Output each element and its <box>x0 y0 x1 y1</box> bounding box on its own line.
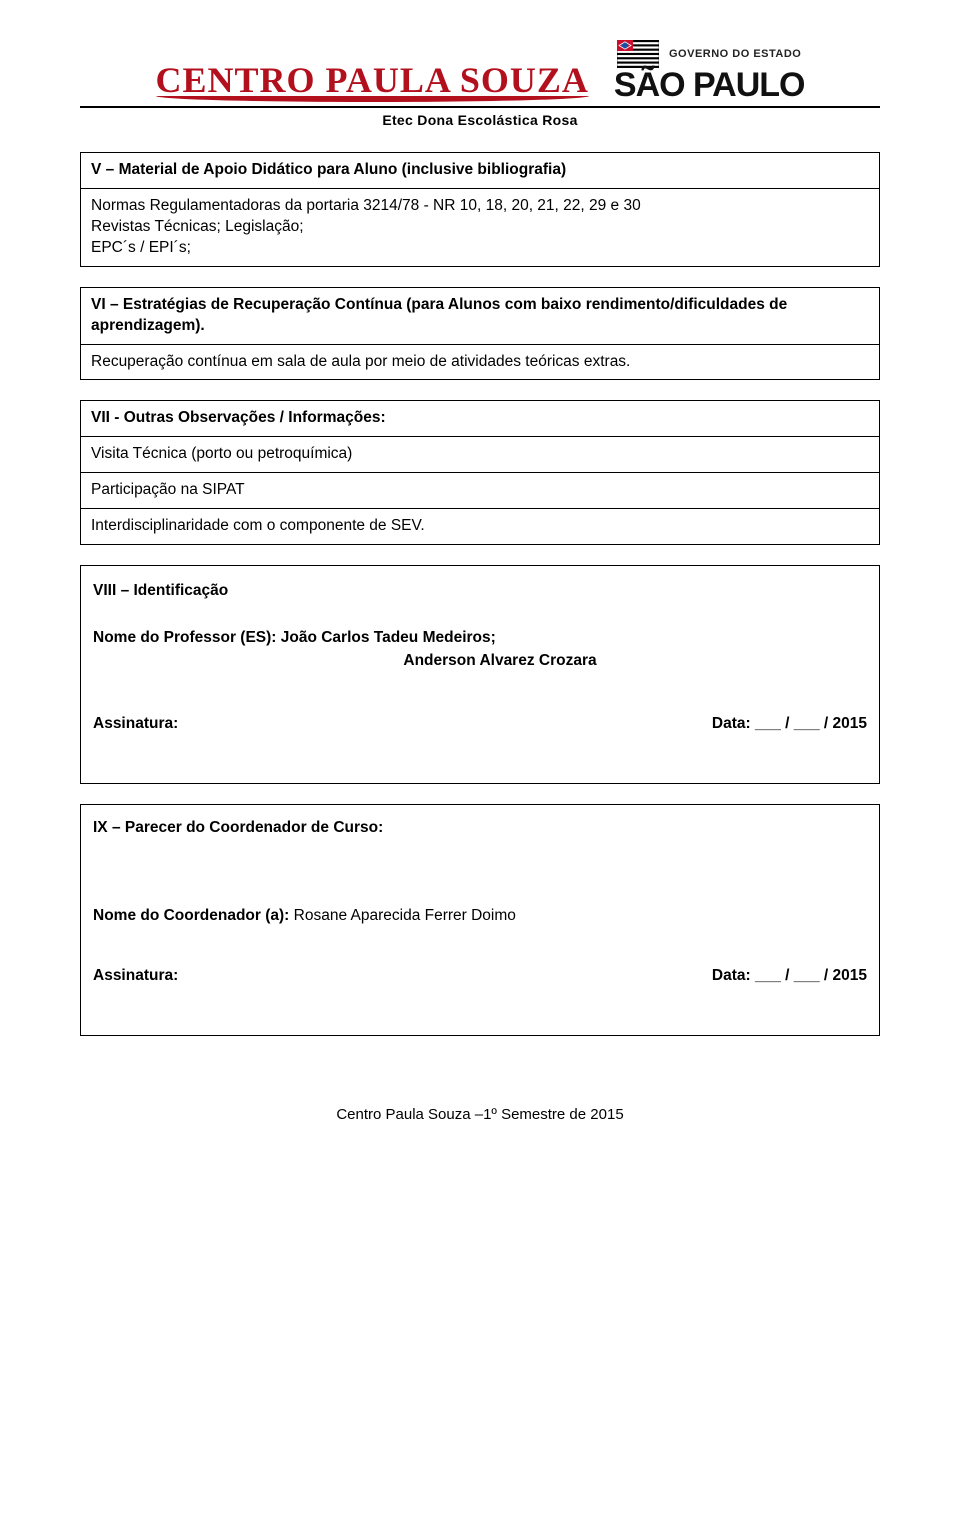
assinatura-row-viii: Assinatura: Data: ___ / ___ / 2015 <box>93 715 867 733</box>
sp-top-row: GOVERNO DO ESTADO <box>614 40 805 68</box>
section-ix-box: IX – Parecer do Coordenador de Curso: No… <box>80 804 880 1036</box>
section-viii-box: VIII – Identificação Nome do Professor (… <box>80 565 880 784</box>
section-ix-title: IX – Parecer do Coordenador de Curso: <box>93 819 867 837</box>
etec-subtitle: Etec Dona Escolástica Rosa <box>80 112 880 128</box>
section-vii-box: VII - Outras Observações / Informações: … <box>80 400 880 545</box>
professor-name1: João Carlos Tadeu Medeiros; <box>281 629 496 646</box>
section-vi-box: VI – Estratégias de Recuperação Contínua… <box>80 287 880 381</box>
assinatura-label-viii: Assinatura: <box>93 715 178 733</box>
coordenador-line: Nome do Coordenador (a): Rosane Aparecid… <box>93 907 867 925</box>
gov-label: GOVERNO DO ESTADO <box>669 49 801 60</box>
logo-centro-paula-souza: CENTRO PAULA SOUZA <box>156 62 589 102</box>
sp-flag-icon <box>617 40 659 68</box>
section-vi-title: VI – Estratégias de Recuperação Contínua… <box>81 288 879 345</box>
section-vii-row1: Visita Técnica (porto ou petroquímica) <box>81 437 879 473</box>
cps-logo-text: CENTRO PAULA SOUZA <box>156 62 589 98</box>
section-v-box: V – Material de Apoio Didático para Alun… <box>80 152 880 267</box>
section-vii-row3: Interdisciplinaridade com o componente d… <box>81 509 879 544</box>
page: CENTRO PAULA SOUZA <box>0 0 960 1183</box>
section-v-body: Normas Regulamentadoras da portaria 3214… <box>81 189 879 266</box>
professor-name2: Anderson Alvarez Crozara <box>133 649 867 672</box>
section-vii-title: VII - Outras Observações / Informações: <box>81 401 879 437</box>
header-wrap: CENTRO PAULA SOUZA <box>80 40 880 128</box>
section-v-title: V – Material de Apoio Didático para Alun… <box>81 153 879 189</box>
professor-label: Nome do Professor (ES): <box>93 629 281 646</box>
page-footer: Centro Paula Souza –1º Semestre de 2015 <box>80 1106 880 1123</box>
logo-governo-sp: GOVERNO DO ESTADO SÃO PAULO <box>614 40 805 102</box>
data-label-viii: Data: ___ / ___ / 2015 <box>712 715 867 733</box>
section-viii-title: VIII – Identificação <box>93 582 867 600</box>
professor-line: Nome do Professor (ES): João Carlos Tade… <box>93 626 867 649</box>
header: CENTRO PAULA SOUZA <box>80 40 880 108</box>
sp-label: SÃO PAULO <box>614 68 805 102</box>
assinatura-row-ix: Assinatura: Data: ___ / ___ / 2015 <box>93 967 867 985</box>
coordenador-name: Rosane Aparecida Ferrer Doimo <box>294 907 516 924</box>
assinatura-label-ix: Assinatura: <box>93 967 178 985</box>
coordenador-label: Nome do Coordenador (a): <box>93 907 294 924</box>
data-label-ix: Data: ___ / ___ / 2015 <box>712 967 867 985</box>
section-vii-row2: Participação na SIPAT <box>81 473 879 509</box>
section-vi-body: Recuperação contínua em sala de aula por… <box>81 345 879 380</box>
